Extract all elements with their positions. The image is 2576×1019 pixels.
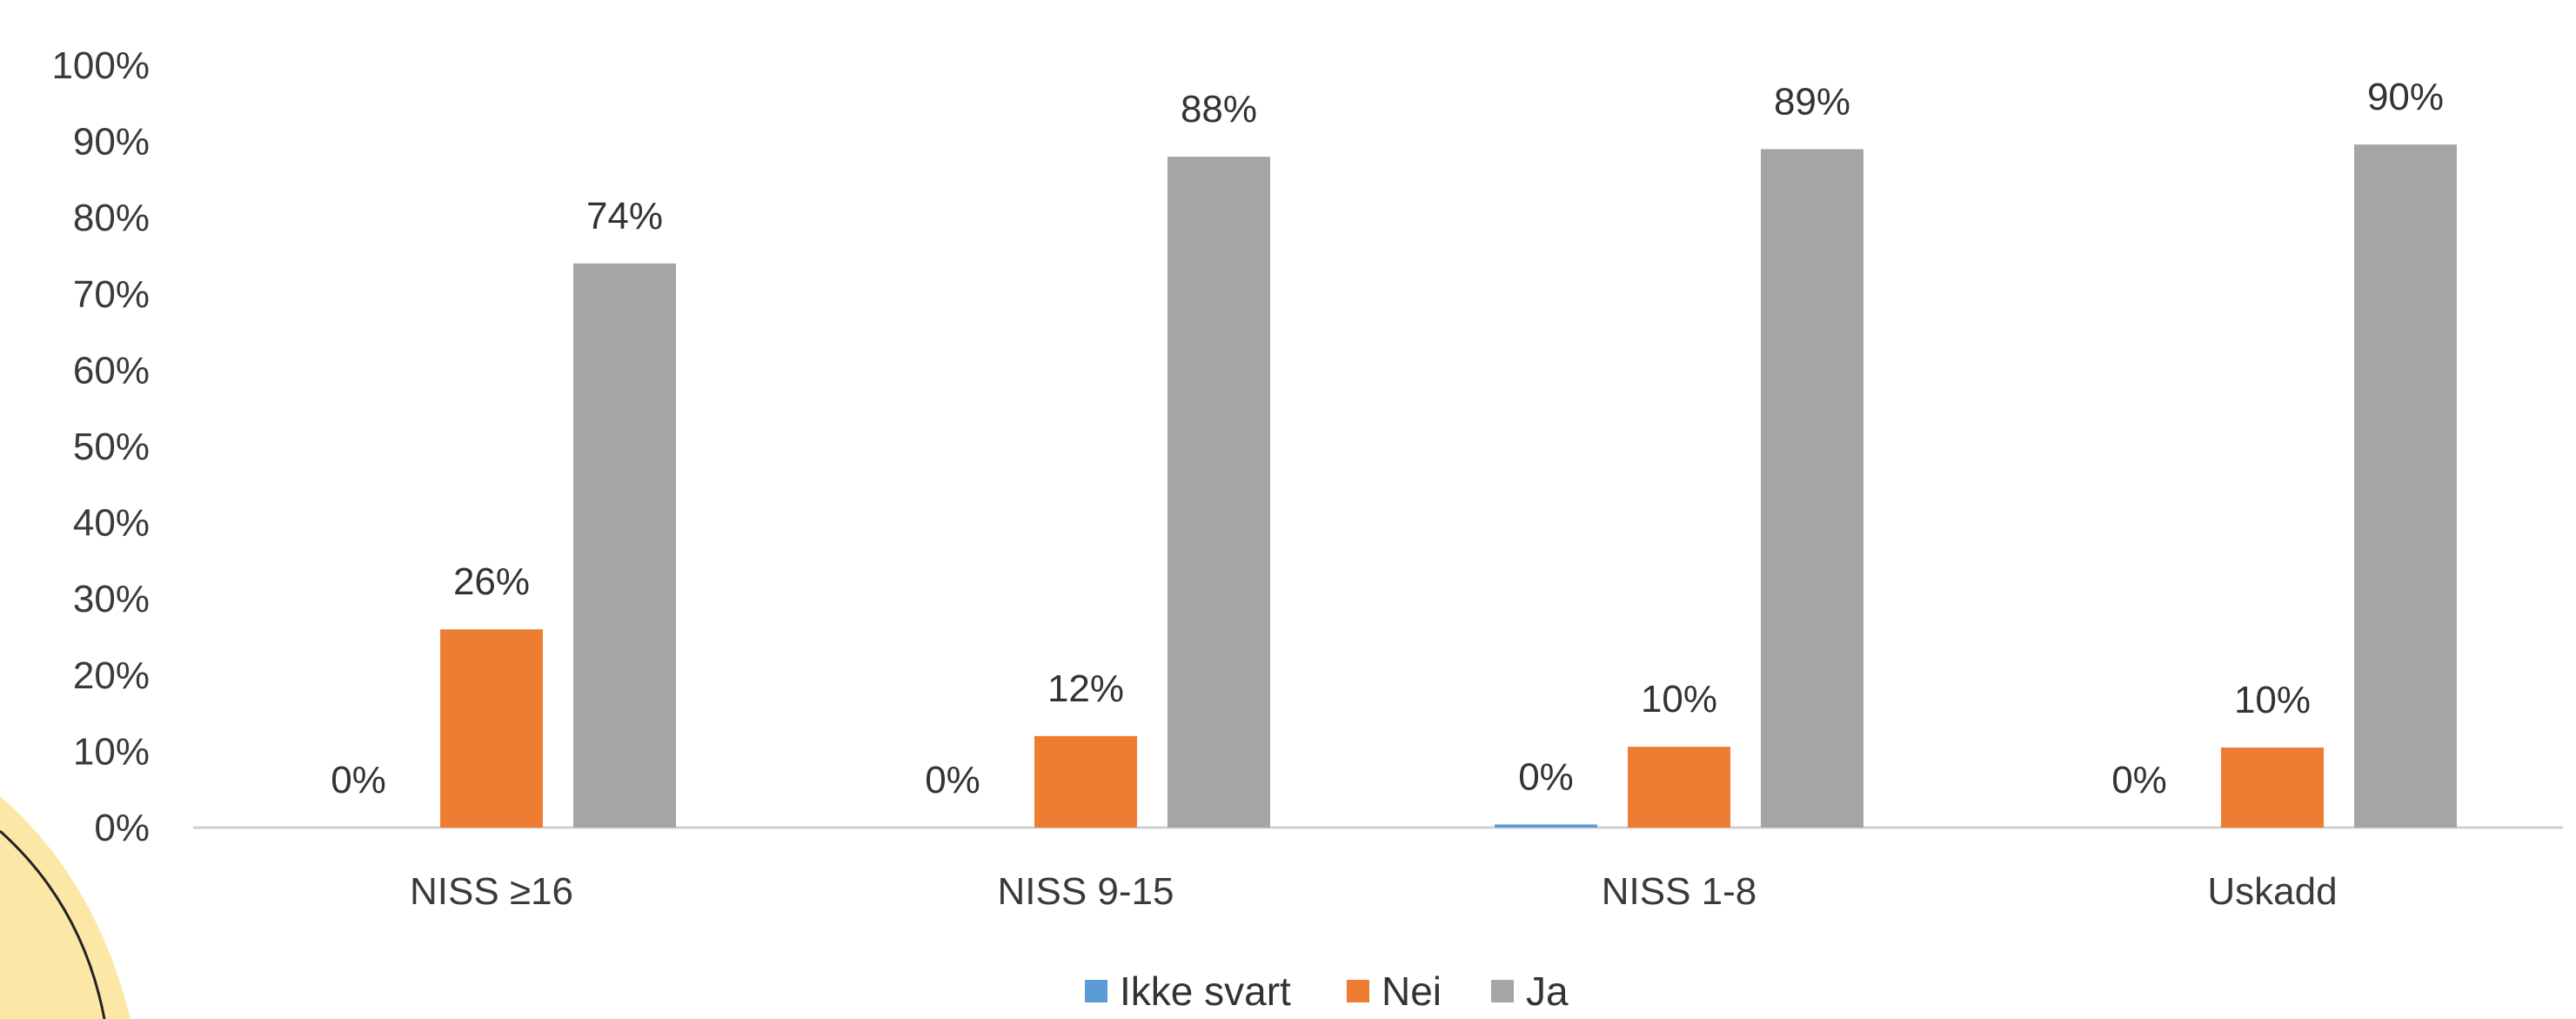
y-tick-label: 100% bbox=[51, 44, 150, 87]
bar-nei bbox=[1034, 735, 1137, 828]
data-label: 0% bbox=[1518, 755, 1574, 798]
data-labels-group: 0% 0% 0% 0% 26% 12% 10% 10% 74% 88% 89% 90% bbox=[331, 76, 2444, 801]
bar-nei bbox=[1628, 747, 1730, 828]
legend-label: Ikke svart bbox=[1120, 969, 1291, 1014]
legend-label: Ja bbox=[1526, 969, 1569, 1014]
y-tick-label: 90% bbox=[73, 121, 150, 164]
data-label: 88% bbox=[1181, 88, 1257, 131]
legend-swatch-nei bbox=[1347, 980, 1369, 1002]
x-category-label: NISS 1-8 bbox=[1602, 870, 1757, 913]
legend-swatch-ikke-svart bbox=[1085, 980, 1107, 1002]
x-category-label: NISS 9-15 bbox=[998, 870, 1174, 913]
data-label: 0% bbox=[331, 759, 386, 801]
y-tick-label: 60% bbox=[73, 349, 150, 392]
data-label: 0% bbox=[2111, 759, 2167, 801]
data-label: 12% bbox=[1047, 667, 1124, 710]
x-axis-labels: NISS ≥16 NISS 9-15 NISS 1-8 Uskadd bbox=[410, 870, 2338, 913]
x-category-label: NISS ≥16 bbox=[410, 870, 573, 913]
bars-group bbox=[440, 144, 2457, 828]
data-label: 74% bbox=[586, 195, 663, 238]
data-label: 0% bbox=[925, 759, 980, 801]
corner-decoration bbox=[0, 796, 130, 1019]
y-tick-label: 70% bbox=[73, 273, 150, 316]
y-axis: 0% 10% 20% 30% 40% 50% 60% 70% 80% 90% 100% bbox=[51, 44, 150, 849]
legend-swatch-ja bbox=[1491, 980, 1514, 1002]
data-label: 10% bbox=[1641, 678, 1717, 721]
bar-ja bbox=[1168, 157, 1270, 828]
data-label: 10% bbox=[2234, 679, 2311, 721]
x-category-label: Uskadd bbox=[2207, 870, 2337, 913]
y-tick-label: 50% bbox=[73, 426, 150, 468]
bar-ja bbox=[573, 263, 676, 828]
y-tick-label: 0% bbox=[94, 807, 150, 849]
legend-label: Nei bbox=[1382, 969, 1442, 1014]
y-tick-label: 20% bbox=[73, 654, 150, 697]
y-tick-label: 10% bbox=[73, 730, 150, 773]
bar-ikke-svart bbox=[1495, 824, 1597, 828]
y-tick-label: 30% bbox=[73, 578, 150, 620]
y-tick-label: 80% bbox=[73, 197, 150, 239]
data-label: 26% bbox=[453, 560, 530, 603]
bar-ja bbox=[1761, 149, 1863, 828]
y-tick-label: 40% bbox=[73, 502, 150, 545]
legend: Ikke svart Nei Ja bbox=[1085, 969, 1569, 1014]
bar-ja bbox=[2354, 144, 2457, 828]
data-label: 90% bbox=[2367, 76, 2444, 118]
bar-nei bbox=[440, 629, 543, 828]
bar-nei bbox=[2221, 747, 2324, 828]
data-label: 89% bbox=[1774, 80, 1850, 123]
